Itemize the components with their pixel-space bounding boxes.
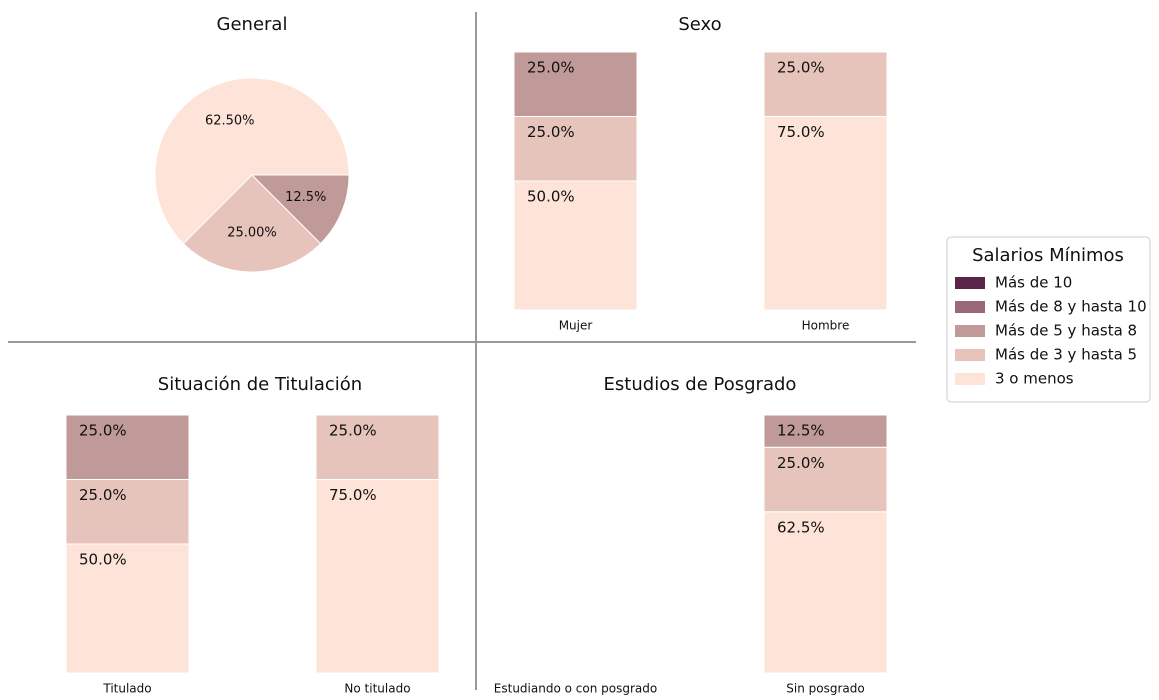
legend-swatch bbox=[955, 301, 985, 313]
bar-segment bbox=[763, 116, 888, 311]
bar-segment bbox=[65, 414, 190, 480]
data-label: 50.0% bbox=[527, 188, 575, 206]
bar-segment bbox=[513, 116, 638, 182]
legend-label: Más de 5 y hasta 8 bbox=[995, 322, 1137, 340]
bar-segment bbox=[763, 511, 888, 674]
data-label: 25.0% bbox=[527, 123, 575, 141]
data-label: 25.0% bbox=[527, 59, 575, 77]
chart-title: Sexo bbox=[678, 14, 721, 35]
legend-swatch bbox=[955, 277, 985, 289]
legend-label: Más de 8 y hasta 10 bbox=[995, 298, 1147, 316]
data-label: 25.0% bbox=[777, 59, 825, 77]
data-label: 50.0% bbox=[79, 551, 127, 569]
bar-segment bbox=[763, 51, 888, 117]
legend-box bbox=[946, 236, 1151, 403]
pie-slice bbox=[154, 77, 350, 245]
chart-title: Situación de Titulación bbox=[158, 374, 362, 395]
data-label: 25.0% bbox=[777, 454, 825, 472]
data-label: 25.00% bbox=[227, 226, 277, 241]
bar-segment bbox=[315, 414, 440, 480]
data-label: 62.5% bbox=[777, 518, 825, 536]
data-label: 75.0% bbox=[777, 123, 825, 141]
x-tick-label: Mujer bbox=[559, 319, 593, 333]
x-tick-label: Estudiando o con posgrado bbox=[494, 682, 657, 696]
data-label: 62.50% bbox=[205, 114, 255, 129]
legend-swatch bbox=[955, 373, 985, 385]
data-label: 12.5% bbox=[285, 190, 326, 205]
legend-label: Más de 10 bbox=[995, 274, 1072, 292]
bar-segment bbox=[763, 446, 888, 513]
bar-segment bbox=[65, 543, 190, 674]
pie-slice bbox=[182, 174, 322, 273]
x-tick-label: Sin posgrado bbox=[786, 682, 864, 696]
legend-swatch bbox=[955, 325, 985, 337]
legend-label: Más de 3 y hasta 5 bbox=[995, 346, 1137, 364]
bar-segment bbox=[763, 414, 888, 448]
bar-segment bbox=[65, 479, 190, 545]
x-tick-label: No titulado bbox=[344, 682, 410, 696]
bar-segment bbox=[513, 51, 638, 117]
data-label: 25.0% bbox=[329, 422, 377, 440]
x-tick-label: Titulado bbox=[102, 682, 151, 696]
pie-slice bbox=[250, 174, 350, 245]
legend-title: Salarios Mínimos bbox=[972, 245, 1124, 266]
data-label: 25.0% bbox=[79, 486, 127, 504]
data-label: 25.0% bbox=[79, 422, 127, 440]
legend-swatch bbox=[955, 349, 985, 361]
data-label: 12.5% bbox=[777, 422, 825, 440]
bar-segment bbox=[513, 180, 638, 311]
x-tick-label: Hombre bbox=[802, 319, 850, 333]
bar-segment bbox=[315, 479, 440, 674]
chart-title: General bbox=[217, 14, 288, 35]
legend-label: 3 o menos bbox=[995, 370, 1074, 388]
chart-title: Estudios de Posgrado bbox=[604, 374, 797, 395]
data-label: 75.0% bbox=[329, 486, 377, 504]
